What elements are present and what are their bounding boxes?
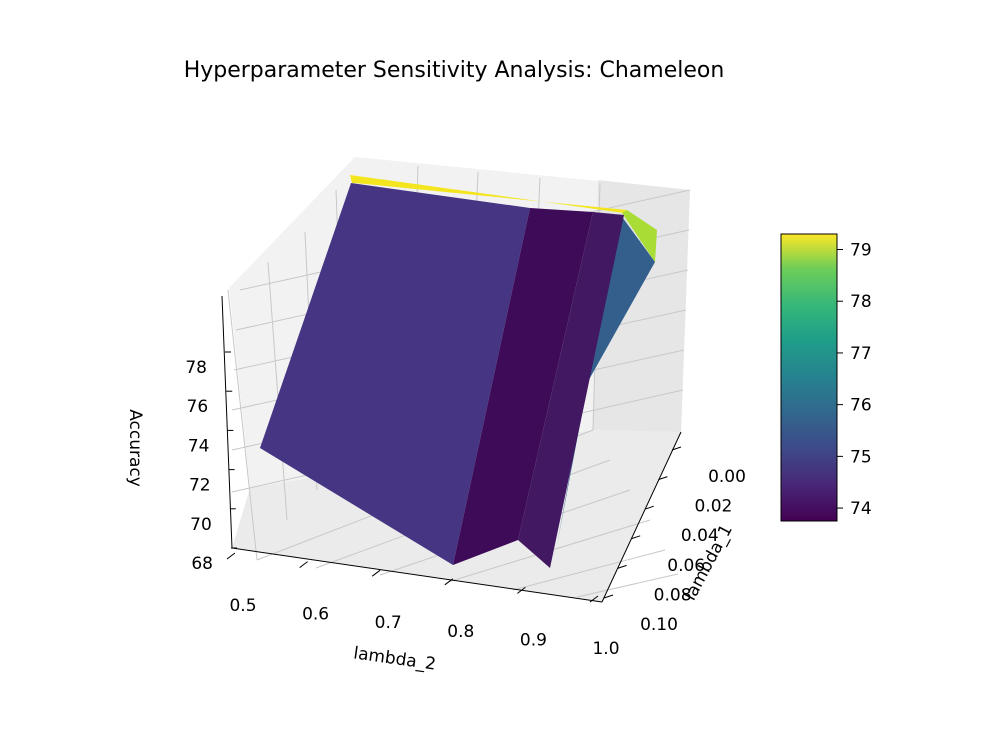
colorbar-tick-label: 79 bbox=[850, 241, 872, 261]
y-tick-mark bbox=[658, 476, 668, 481]
x-tick-mark bbox=[226, 552, 236, 560]
y-tick-label: 0.08 bbox=[654, 585, 692, 605]
surface-face-green bbox=[622, 210, 657, 262]
x-tick-label: 0.5 bbox=[229, 596, 256, 616]
z-axis-label: Accuracy bbox=[125, 409, 145, 487]
x-tick-label: 0.6 bbox=[302, 605, 329, 625]
y-tick-label: 0.02 bbox=[694, 497, 732, 517]
y-tick-label: 0.00 bbox=[708, 467, 746, 487]
colorbar-tick-label: 75 bbox=[850, 447, 872, 467]
surface-face-dark2 bbox=[518, 212, 624, 568]
colorbar: 74 75 76 77 78 79 bbox=[780, 233, 872, 522]
colorbar-tick-label: 76 bbox=[850, 396, 872, 416]
y-tick-mark bbox=[617, 564, 627, 569]
x-tick-label: 0.8 bbox=[447, 622, 474, 642]
x-tick-mark bbox=[589, 595, 599, 603]
x-tick-mark bbox=[444, 578, 454, 586]
x-tick-label: 0.9 bbox=[520, 630, 547, 650]
z-axis: 68 70 72 74 76 78 Accuracy bbox=[125, 295, 237, 574]
surface bbox=[260, 175, 657, 568]
x-axis-label: lambda_2 bbox=[352, 643, 437, 674]
colorbar-gradient bbox=[780, 233, 838, 522]
z-tick-label: 70 bbox=[190, 515, 212, 535]
surface-face-yellow-top bbox=[350, 175, 627, 213]
z-tick-label: 72 bbox=[189, 476, 211, 496]
z-tick-label: 68 bbox=[191, 554, 213, 574]
y-tick-label: 0.06 bbox=[667, 556, 705, 576]
y-tick-mark bbox=[644, 505, 654, 510]
z-tick-label: 74 bbox=[188, 436, 210, 456]
x-tick-label: 1.0 bbox=[592, 639, 619, 659]
z-tick-label: 76 bbox=[187, 397, 209, 417]
colorbar-tick-label: 77 bbox=[850, 344, 872, 364]
y-axis: 0.000.020.040.060.080.10 lambda_1 bbox=[601, 431, 746, 635]
surface-face-teal bbox=[557, 214, 655, 545]
z-tick-label: 78 bbox=[185, 358, 207, 378]
colorbar-tick-label: 78 bbox=[850, 292, 872, 312]
chart-title: Hyperparameter Sensitivity Analysis: Cha… bbox=[184, 58, 725, 83]
x-tick-mark bbox=[371, 569, 381, 577]
surface-face-dark bbox=[453, 208, 593, 565]
y-tick-mark bbox=[671, 446, 682, 451]
x-tick-mark bbox=[517, 587, 526, 594]
y-tick-label: 0.10 bbox=[640, 615, 678, 635]
x-tick-mark bbox=[299, 561, 308, 568]
surface-face-main bbox=[260, 183, 530, 565]
y-tick-label: 0.04 bbox=[681, 526, 719, 546]
colorbar-tick-label: 74 bbox=[850, 499, 872, 519]
x-tick-label: 0.7 bbox=[375, 613, 402, 633]
y-tick-mark bbox=[603, 594, 614, 599]
y-tick-mark bbox=[631, 535, 641, 540]
